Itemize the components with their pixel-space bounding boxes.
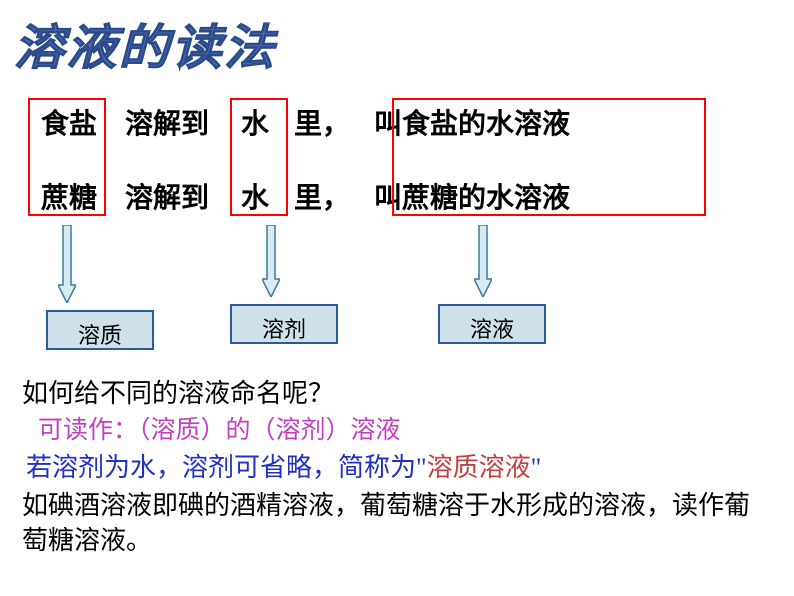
water-abbrev-text: 若溶剂为水，溶剂可省略，简称为"溶质溶液" bbox=[26, 450, 774, 485]
label-solvent: 溶剂 bbox=[230, 304, 338, 344]
red-box-solvent bbox=[230, 98, 288, 216]
water-suffix: " bbox=[531, 453, 542, 482]
question-text: 如何给不同的溶液命名呢？ bbox=[22, 376, 774, 411]
arrow-down-icon bbox=[58, 225, 76, 303]
red-box-solute bbox=[28, 98, 106, 216]
post-cell: 里， bbox=[284, 174, 374, 218]
label-solute: 溶质 bbox=[46, 310, 154, 350]
label-solution: 溶液 bbox=[438, 304, 546, 344]
verb-cell: 溶解到 bbox=[108, 100, 226, 144]
arrow-down-icon bbox=[474, 225, 492, 297]
red-box-solution bbox=[392, 98, 706, 216]
naming-rule-text: 可读作：（溶质）的（溶剂）溶液 bbox=[38, 414, 774, 448]
water-highlight: 溶质溶液 bbox=[427, 453, 531, 482]
example-text: 如碘酒溶液即碘的酒精溶液，葡萄糖溶于水形成的溶液，读作葡萄糖溶液。 bbox=[22, 488, 762, 558]
verb-cell: 溶解到 bbox=[108, 174, 226, 218]
page-title: 溶液的读法 bbox=[14, 8, 277, 78]
arrow-down-icon bbox=[262, 225, 280, 297]
water-prefix: 若溶剂为水，溶剂可省略，简称为" bbox=[26, 453, 427, 482]
post-cell: 里， bbox=[284, 100, 374, 144]
